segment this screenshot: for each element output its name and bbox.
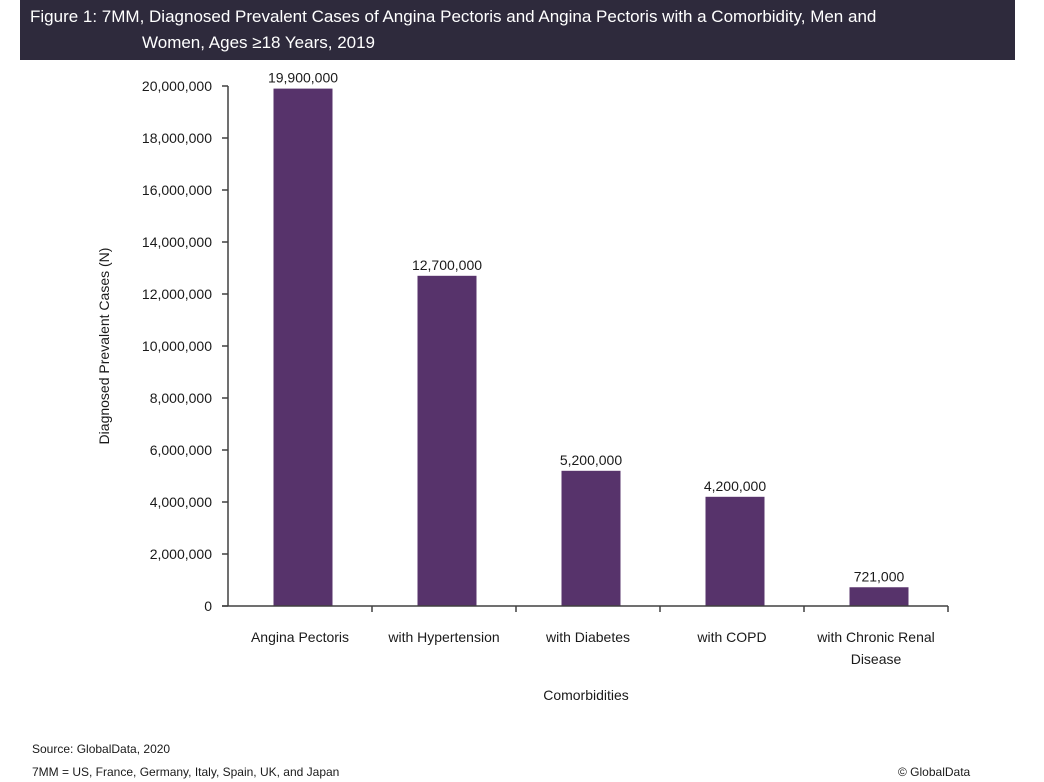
x-tick-label: with Hypertension: [387, 629, 499, 645]
bar: [705, 496, 765, 606]
y-tick-label: 14,000,000: [142, 234, 212, 250]
y-axis-title: Diagnosed Prevalent Cases (N): [96, 248, 112, 445]
y-tick-label: 10,000,000: [142, 338, 212, 354]
y-tick-label: 6,000,000: [150, 442, 212, 458]
figure-title-line-1: Figure 1: 7MM, Diagnosed Prevalent Cases…: [30, 7, 877, 26]
bar-data-label: 5,200,000: [560, 452, 622, 468]
y-tick-label: 20,000,000: [142, 78, 212, 94]
abbreviation-note: 7MM = US, France, Germany, Italy, Spain,…: [32, 765, 340, 779]
x-tick-label: Angina Pectoris: [251, 629, 349, 645]
figure-title-line-2: Women, Ages ≥18 Years, 2019: [142, 33, 376, 52]
y-tick-label: 2,000,000: [150, 546, 212, 562]
x-tick-label: with COPD: [696, 629, 766, 645]
x-axis-title: Comorbidities: [543, 687, 629, 703]
bar: [561, 470, 621, 606]
bar-data-label: 721,000: [854, 568, 905, 584]
x-tick-label: Disease: [851, 651, 902, 667]
bar-data-label: 12,700,000: [412, 257, 482, 273]
y-tick-label: 8,000,000: [150, 390, 212, 406]
copyright-note: © GlobalData: [898, 765, 971, 779]
y-tick-label: 16,000,000: [142, 182, 212, 198]
bar-data-label: 19,900,000: [268, 70, 338, 86]
x-tick-label: with Chronic Renal: [816, 629, 935, 645]
bar: [273, 88, 333, 607]
y-tick-label: 18,000,000: [142, 130, 212, 146]
bar: [849, 587, 909, 606]
bars: 19,900,000 Angina Pectoris 12,700,000 with …: [251, 70, 935, 667]
source-note: Source: GlobalData, 2020: [32, 742, 171, 756]
bar: [417, 275, 477, 606]
y-tick-label: 12,000,000: [142, 286, 212, 302]
y-axis-ticks: 0 2,000,000 4,000,000 6,000,000 8,000,000 10,…: [142, 78, 228, 614]
bar-data-label: 4,200,000: [704, 478, 766, 494]
y-tick-label: 0: [204, 598, 212, 614]
x-tick-label: with Diabetes: [545, 629, 630, 645]
x-axis-ticks: [371, 606, 949, 612]
figure-header: Figure 1: 7MM, Diagnosed Prevalent Cases…: [20, 0, 1015, 60]
y-tick-label: 4,000,000: [150, 494, 212, 510]
